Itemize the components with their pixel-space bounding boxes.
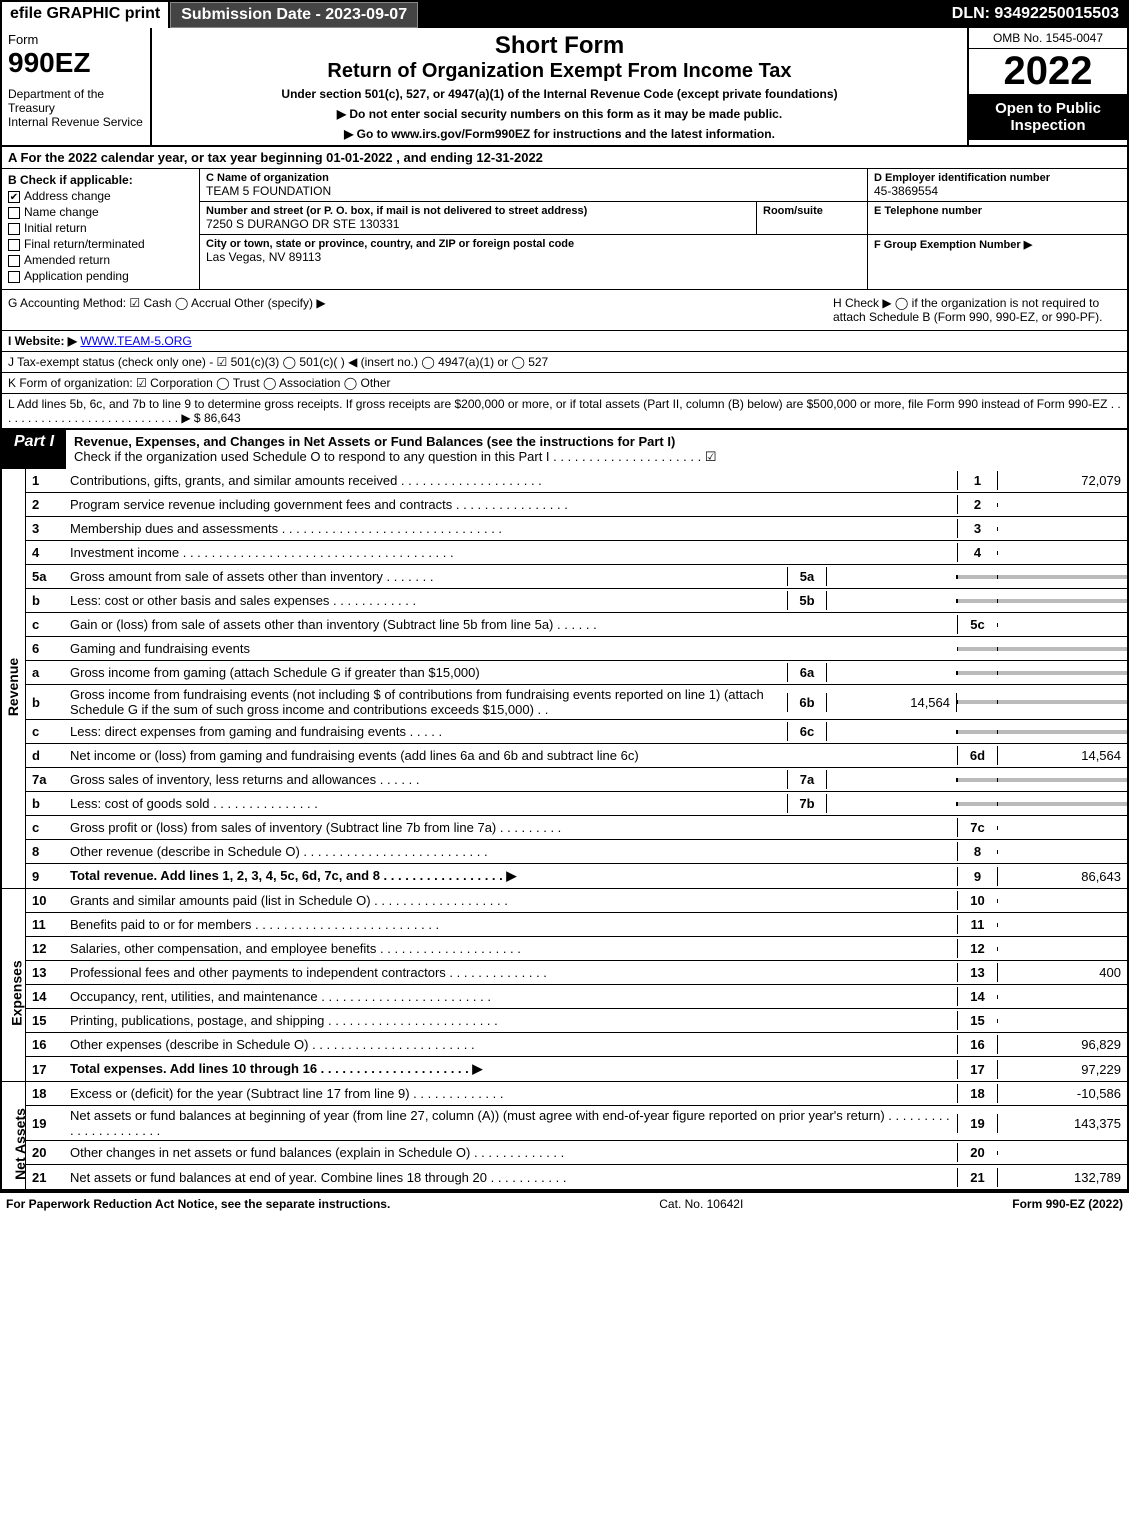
netassets-section: Net Assets 18Excess or (deficit) for the… bbox=[2, 1082, 1127, 1191]
section-c: C Name of organization TEAM 5 FOUNDATION… bbox=[200, 169, 867, 289]
dln: DLN: 93492250015503 bbox=[944, 2, 1127, 28]
e-phone-hdr: E Telephone number bbox=[874, 205, 1121, 217]
form-line: 6Gaming and fundraising events bbox=[26, 637, 1127, 661]
part-1-title: Revenue, Expenses, and Changes in Net As… bbox=[74, 434, 675, 449]
f-group-hdr: F Group Exemption Number ▶ bbox=[874, 238, 1121, 251]
form-line: cGross profit or (loss) from sales of in… bbox=[26, 816, 1127, 840]
check-address-change[interactable]: ✔Address change bbox=[8, 189, 193, 203]
section-b: B Check if applicable: ✔Address change N… bbox=[2, 169, 200, 289]
org-street: 7250 S DURANGO DR STE 130331 bbox=[206, 217, 750, 231]
open-to-public: Open to Public Inspection bbox=[969, 94, 1127, 140]
form-line: 19Net assets or fund balances at beginni… bbox=[26, 1106, 1127, 1141]
form-line: cLess: direct expenses from gaming and f… bbox=[26, 720, 1127, 744]
line-a: A For the 2022 calendar year, or tax yea… bbox=[2, 147, 1127, 169]
omb-number: OMB No. 1545-0047 bbox=[969, 28, 1127, 49]
check-initial-return[interactable]: Initial return bbox=[8, 221, 193, 235]
efile-print[interactable]: efile GRAPHIC print bbox=[2, 2, 170, 28]
form-line: bLess: cost of goods sold . . . . . . . … bbox=[26, 792, 1127, 816]
form-line: 11Benefits paid to or for members . . . … bbox=[26, 913, 1127, 937]
ssn-warning: ▶ Do not enter social security numbers o… bbox=[156, 107, 963, 121]
form-number: 990EZ bbox=[8, 47, 144, 79]
paperwork-notice: For Paperwork Reduction Act Notice, see … bbox=[6, 1197, 390, 1211]
website-link[interactable]: WWW.TEAM-5.ORG bbox=[80, 334, 191, 348]
revenue-section: Revenue 1Contributions, gifts, grants, a… bbox=[2, 469, 1127, 889]
form-line: 16Other expenses (describe in Schedule O… bbox=[26, 1033, 1127, 1057]
form-line: aGross income from gaming (attach Schedu… bbox=[26, 661, 1127, 685]
form-line: cGain or (loss) from sale of assets othe… bbox=[26, 613, 1127, 637]
c-city-hdr: City or town, state or province, country… bbox=[206, 238, 861, 250]
form-line: bGross income from fundraising events (n… bbox=[26, 685, 1127, 720]
c-name-hdr: C Name of organization bbox=[206, 172, 861, 184]
check-amended-return[interactable]: Amended return bbox=[8, 253, 193, 267]
form-line: 14Occupancy, rent, utilities, and mainte… bbox=[26, 985, 1127, 1009]
d-ein-hdr: D Employer identification number bbox=[874, 172, 1121, 184]
cat-no: Cat. No. 10642I bbox=[390, 1197, 1012, 1211]
form-line: 20Other changes in net assets or fund ba… bbox=[26, 1141, 1127, 1165]
part-1-check: Check if the organization used Schedule … bbox=[74, 449, 716, 464]
form-line: 1Contributions, gifts, grants, and simil… bbox=[26, 469, 1127, 493]
line-l: L Add lines 5b, 6c, and 7b to line 9 to … bbox=[2, 394, 1127, 429]
form-line: 17Total expenses. Add lines 10 through 1… bbox=[26, 1057, 1127, 1081]
tax-year: 2022 bbox=[969, 49, 1127, 94]
form-line: 5aGross amount from sale of assets other… bbox=[26, 565, 1127, 589]
form-line: 10Grants and similar amounts paid (list … bbox=[26, 889, 1127, 913]
submission-date: Submission Date - 2023-09-07 bbox=[170, 2, 418, 28]
ein: 45-3869554 bbox=[874, 184, 1121, 198]
title-short-form: Short Form bbox=[156, 32, 963, 60]
goto-link[interactable]: ▶ Go to www.irs.gov/Form990EZ for instru… bbox=[156, 127, 963, 141]
c-street-hdr: Number and street (or P. O. box, if mail… bbox=[206, 205, 750, 217]
check-final-return[interactable]: Final return/terminated bbox=[8, 237, 193, 251]
org-name: TEAM 5 FOUNDATION bbox=[206, 184, 861, 198]
line-k: K Form of organization: ☑ Corporation ◯ … bbox=[2, 373, 1127, 394]
section-g-h: G Accounting Method: ☑ Cash ◯ Accrual Ot… bbox=[2, 290, 1127, 331]
check-name-change[interactable]: Name change bbox=[8, 205, 193, 219]
page-footer: For Paperwork Reduction Act Notice, see … bbox=[0, 1193, 1129, 1215]
part-1-header: Part I Revenue, Expenses, and Changes in… bbox=[2, 429, 1127, 469]
line-i: I Website: ▶ WWW.TEAM-5.ORG bbox=[2, 331, 1127, 352]
form-line: 7aGross sales of inventory, less returns… bbox=[26, 768, 1127, 792]
expenses-section: Expenses 10Grants and similar amounts pa… bbox=[2, 889, 1127, 1082]
form-label: Form bbox=[8, 32, 144, 47]
form-line: 18Excess or (deficit) for the year (Subt… bbox=[26, 1082, 1127, 1106]
department: Department of the Treasury Internal Reve… bbox=[8, 87, 144, 129]
section-b-c-d: B Check if applicable: ✔Address change N… bbox=[2, 169, 1127, 290]
form-line: dNet income or (loss) from gaming and fu… bbox=[26, 744, 1127, 768]
revenue-label: Revenue bbox=[5, 657, 21, 715]
form-line: 9Total revenue. Add lines 1, 2, 3, 4, 5c… bbox=[26, 864, 1127, 888]
part-1-tag: Part I bbox=[2, 429, 66, 469]
line-j: J Tax-exempt status (check only one) - ☑… bbox=[2, 352, 1127, 373]
form-line: 4Investment income . . . . . . . . . . .… bbox=[26, 541, 1127, 565]
form-line: 13Professional fees and other payments t… bbox=[26, 961, 1127, 985]
form-line: 3Membership dues and assessments . . . .… bbox=[26, 517, 1127, 541]
form-line: 15Printing, publications, postage, and s… bbox=[26, 1009, 1127, 1033]
form-line: 21Net assets or fund balances at end of … bbox=[26, 1165, 1127, 1189]
form-header: Form 990EZ Department of the Treasury In… bbox=[2, 28, 1127, 147]
form-line: 2Program service revenue including gover… bbox=[26, 493, 1127, 517]
form-ref: Form 990-EZ (2022) bbox=[1012, 1197, 1123, 1211]
b-header: B Check if applicable: bbox=[8, 173, 193, 187]
title-return: Return of Organization Exempt From Incom… bbox=[156, 60, 963, 83]
org-city: Las Vegas, NV 89113 bbox=[206, 250, 861, 264]
section-d-e-f: D Employer identification number 45-3869… bbox=[867, 169, 1127, 289]
c-room-hdr: Room/suite bbox=[763, 205, 861, 217]
netassets-label: Net Assets bbox=[12, 1108, 28, 1180]
line-g: G Accounting Method: ☑ Cash ◯ Accrual Ot… bbox=[2, 290, 827, 330]
line-h: H Check ▶ ◯ if the organization is not r… bbox=[827, 290, 1127, 330]
form-line: bLess: cost or other basis and sales exp… bbox=[26, 589, 1127, 613]
form-line: 12Salaries, other compensation, and empl… bbox=[26, 937, 1127, 961]
form-990ez: efile GRAPHIC print Submission Date - 20… bbox=[0, 0, 1129, 1193]
expenses-label: Expenses bbox=[9, 960, 25, 1025]
check-application-pending[interactable]: Application pending bbox=[8, 269, 193, 283]
subtitle: Under section 501(c), 527, or 4947(a)(1)… bbox=[156, 87, 963, 101]
top-bar: efile GRAPHIC print Submission Date - 20… bbox=[2, 2, 1127, 28]
form-line: 8Other revenue (describe in Schedule O) … bbox=[26, 840, 1127, 864]
